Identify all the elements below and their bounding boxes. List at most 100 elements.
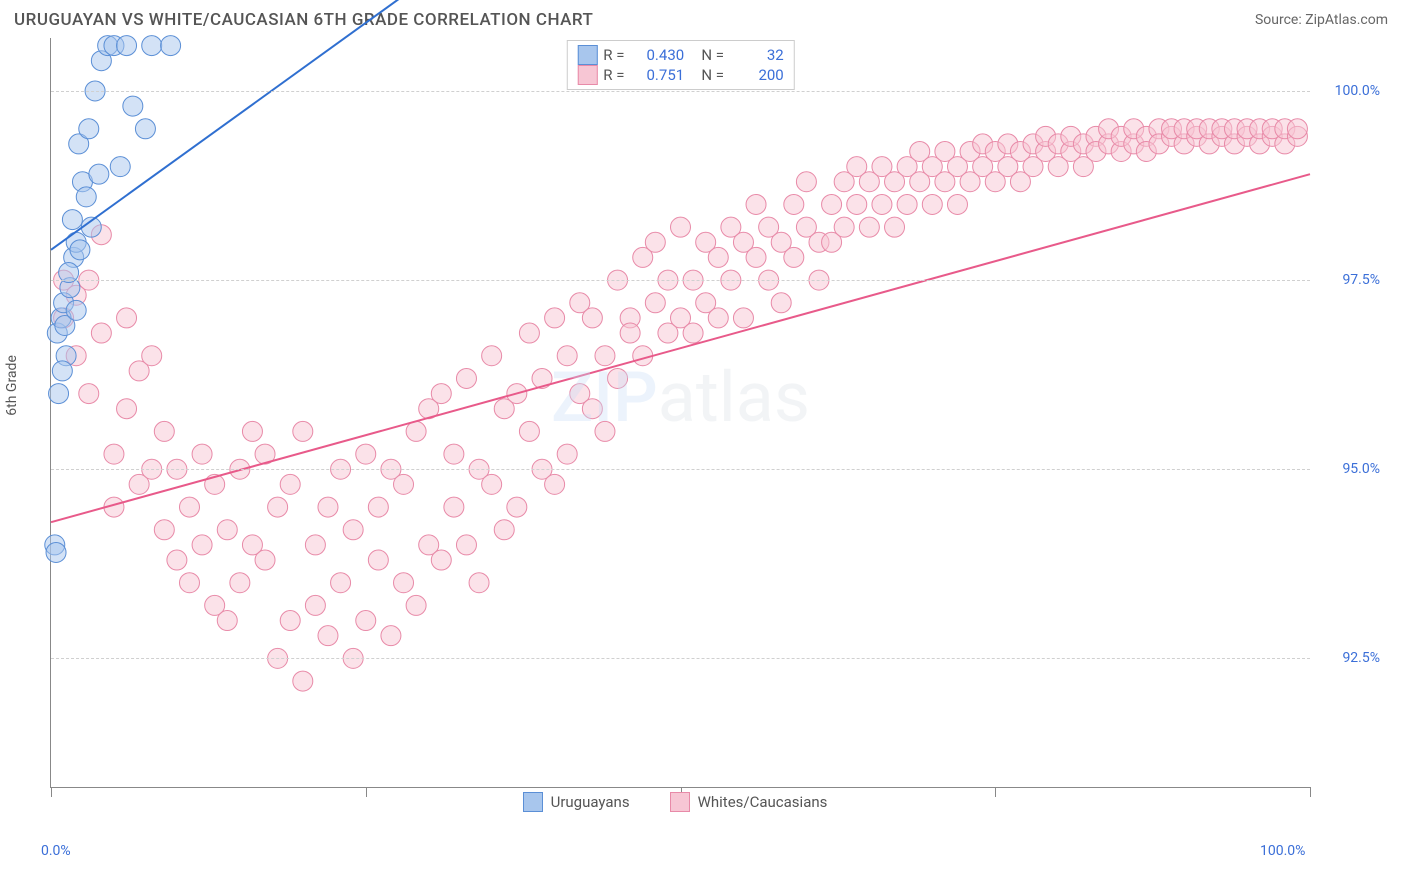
- data-point: [872, 194, 892, 214]
- legend-item: Uruguayans: [523, 792, 630, 812]
- data-point: [746, 194, 766, 214]
- legend-swatch: [523, 792, 543, 812]
- correlation-legend: R = 0.430 N = 32R = 0.751 N = 200: [566, 40, 794, 90]
- data-point: [557, 444, 577, 464]
- gridline: [51, 469, 1310, 470]
- data-point: [268, 497, 288, 517]
- data-point: [46, 542, 66, 562]
- data-point: [280, 611, 300, 631]
- data-point: [456, 535, 476, 555]
- data-point: [507, 497, 527, 517]
- data-point: [859, 217, 879, 237]
- data-point: [117, 399, 137, 419]
- legend-swatch: [577, 65, 597, 85]
- data-point: [192, 444, 212, 464]
- data-point: [708, 247, 728, 267]
- gridline: [51, 658, 1310, 659]
- n-value: 32: [734, 46, 784, 64]
- data-point: [255, 550, 275, 570]
- r-value: 0.751: [634, 66, 684, 84]
- data-point: [161, 36, 181, 56]
- data-point: [305, 535, 325, 555]
- data-point: [847, 194, 867, 214]
- data-point: [293, 421, 313, 441]
- data-point: [318, 497, 338, 517]
- data-point: [49, 384, 69, 404]
- data-point: [482, 346, 502, 366]
- data-point: [76, 187, 96, 207]
- data-point: [394, 474, 414, 494]
- legend-row: R = 0.430 N = 32: [577, 45, 783, 65]
- data-point: [66, 300, 86, 320]
- data-point: [947, 194, 967, 214]
- data-point: [142, 346, 162, 366]
- data-point: [123, 96, 143, 116]
- data-point: [242, 421, 262, 441]
- data-point: [117, 36, 137, 56]
- data-point: [822, 194, 842, 214]
- legend-swatch: [577, 45, 597, 65]
- data-point: [645, 232, 665, 252]
- data-point: [142, 36, 162, 56]
- data-point: [545, 474, 565, 494]
- legend-item: Whites/Caucasians: [670, 792, 828, 812]
- data-point: [733, 308, 753, 328]
- legend-swatch: [670, 792, 690, 812]
- data-point: [444, 497, 464, 517]
- data-point: [70, 240, 90, 260]
- data-point: [154, 421, 174, 441]
- data-point: [110, 157, 130, 177]
- data-point: [595, 421, 615, 441]
- chart-header: URUGUAYAN VS WHITE/CAUCASIAN 6TH GRADE C…: [0, 0, 1406, 38]
- data-point: [444, 444, 464, 464]
- data-point: [482, 474, 502, 494]
- data-point: [368, 550, 388, 570]
- y-axis-label: 6th Grade: [4, 355, 20, 416]
- data-point: [582, 308, 602, 328]
- data-point: [595, 346, 615, 366]
- x-tick-label: 0.0%: [41, 843, 71, 859]
- data-point: [62, 210, 82, 230]
- data-point: [620, 323, 640, 343]
- y-tick-label: 92.5%: [1342, 650, 1380, 666]
- data-point: [796, 172, 816, 192]
- data-point: [885, 217, 905, 237]
- y-tick-label: 97.5%: [1342, 272, 1380, 288]
- data-point: [469, 573, 489, 593]
- data-point: [784, 194, 804, 214]
- data-point: [406, 421, 426, 441]
- data-point: [683, 323, 703, 343]
- data-point: [343, 520, 363, 540]
- data-point: [394, 573, 414, 593]
- data-point: [922, 194, 942, 214]
- data-point: [368, 497, 388, 517]
- data-point: [381, 626, 401, 646]
- x-tick: [1310, 787, 1311, 797]
- data-point: [135, 119, 155, 139]
- r-value: 0.430: [634, 46, 684, 64]
- data-point: [89, 164, 109, 184]
- n-value: 200: [734, 66, 784, 84]
- data-point: [897, 194, 917, 214]
- data-point: [784, 247, 804, 267]
- plot-area: ZIPatlas R = 0.430 N = 32R = 0.751 N = 2…: [50, 38, 1310, 788]
- series-legend: Uruguayans Whites/Caucasians: [40, 792, 1310, 812]
- data-point: [192, 535, 212, 555]
- legend-row: R = 0.751 N = 200: [577, 65, 783, 85]
- data-point: [154, 520, 174, 540]
- data-point: [771, 293, 791, 313]
- data-point: [494, 520, 514, 540]
- data-point: [79, 119, 99, 139]
- data-point: [519, 323, 539, 343]
- data-point: [79, 384, 99, 404]
- data-point: [834, 217, 854, 237]
- gridline: [51, 91, 1310, 92]
- gridline: [51, 280, 1310, 281]
- data-point: [431, 550, 451, 570]
- chart-container: 6th Grade ZIPatlas R = 0.430 N = 32R = 0…: [40, 38, 1388, 838]
- data-point: [179, 497, 199, 517]
- source-link[interactable]: ZipAtlas.com: [1305, 12, 1388, 28]
- source-attribution: Source: ZipAtlas.com: [1255, 12, 1388, 28]
- data-point: [331, 573, 351, 593]
- x-tick-label: 100.0%: [1260, 843, 1305, 859]
